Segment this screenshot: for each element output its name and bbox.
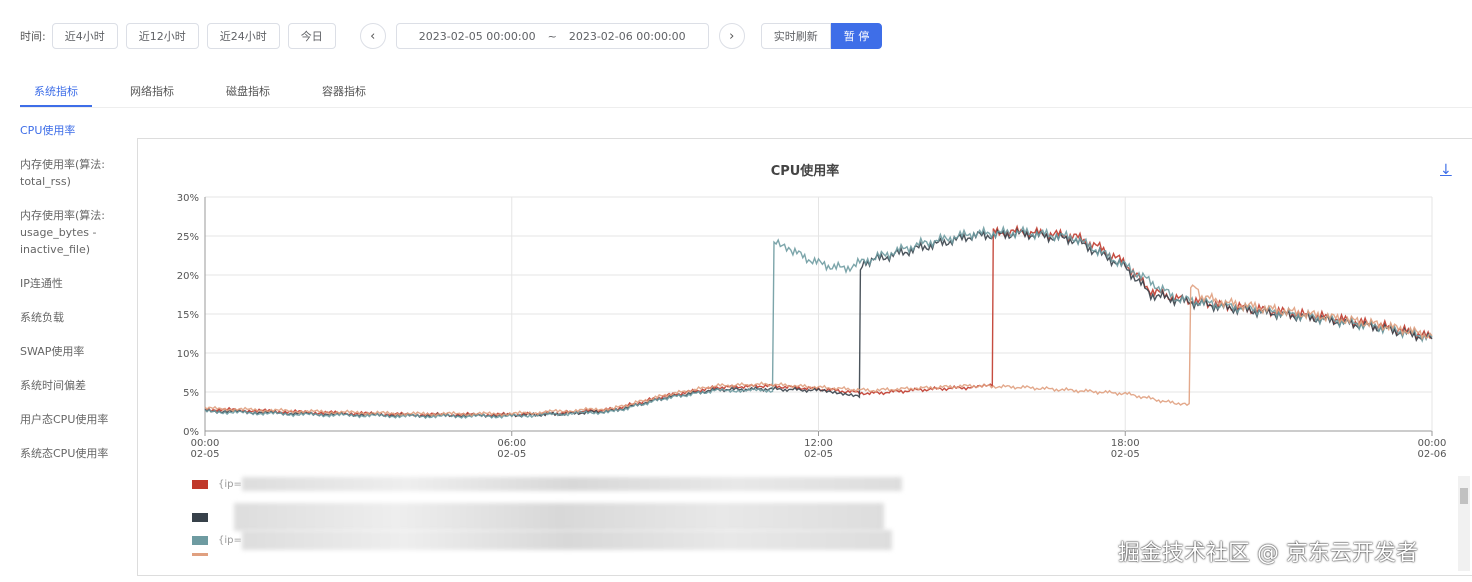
legend-label: {ip= [218, 478, 242, 490]
legend-swatch [192, 535, 208, 545]
chevron-right-icon[interactable]: › [718, 23, 745, 49]
sidebar-item-mem-rss[interactable]: 内存使用率(算法: total_rss) [20, 158, 105, 188]
tab-container[interactable]: 容器指标 [322, 85, 366, 98]
sidebar-item-swap[interactable]: SWAP使用率 [20, 345, 85, 358]
redacted-text [234, 503, 884, 531]
sidebar-item-ip[interactable]: IP连通性 [20, 277, 63, 290]
metric-sidebar: CPU使用率 内存使用率(算法: total_rss) 内存使用率(算法: us… [20, 122, 130, 479]
time-label: 时间: [20, 30, 46, 43]
sidebar-item-sys-cpu[interactable]: 系统态CPU使用率 [20, 447, 109, 460]
chart-panel [137, 138, 1472, 576]
sidebar-item-user-cpu[interactable]: 用户态CPU使用率 [20, 413, 109, 426]
y-tick-label: 15% [177, 310, 199, 321]
chart-title: CPU使用率 [770, 164, 840, 179]
x-tick-label: 02-05 [1111, 449, 1140, 460]
legend-label: {ip= [218, 534, 242, 546]
y-tick-label: 0% [183, 427, 199, 438]
cpu-chart: 0%5%10%15%20%25%30%00:0002-0506:0002-051… [177, 193, 1447, 460]
legend-swatch [192, 512, 208, 522]
download-icon[interactable]: ↓ [1440, 162, 1452, 178]
y-tick-label: 20% [177, 271, 199, 282]
x-tick-label: 06:00 [497, 438, 526, 449]
x-tick-label: 00:00 [191, 438, 220, 449]
legend-item[interactable] [192, 503, 884, 531]
today-button[interactable]: 今日 [287, 23, 336, 49]
refresh-toggle: 实时刷新 暂 停 [760, 23, 883, 49]
y-tick-label: 10% [177, 349, 199, 360]
last-12h-button[interactable]: 近12小时 [125, 23, 199, 49]
legend-item[interactable]: {ip= [192, 530, 892, 550]
legend-item[interactable]: {ip= [192, 477, 902, 491]
x-tick-label: 18:00 [1111, 438, 1140, 449]
metric-tabs: 系统指标 网络指标 磁盘指标 容器指标 [20, 74, 1472, 108]
x-tick-label: 00:00 [1418, 438, 1447, 449]
last-4h-button[interactable]: 近4小时 [51, 23, 118, 49]
tab-disk[interactable]: 磁盘指标 [226, 85, 270, 98]
legend-swatch [192, 553, 208, 556]
sidebar-item-load[interactable]: 系统负载 [20, 311, 64, 324]
realtime-refresh-button[interactable]: 实时刷新 [760, 23, 831, 49]
series-line-3 [204, 284, 1433, 417]
x-tick-label: 02-05 [497, 449, 526, 460]
x-tick-label: 02-06 [1417, 449, 1446, 460]
y-tick-label: 30% [177, 193, 199, 204]
tab-system[interactable]: 系统指标 [20, 74, 92, 107]
start-date: 2023-02-05 00:00:00 [418, 29, 536, 43]
sidebar-item-cpu[interactable]: CPU使用率 [20, 124, 76, 137]
y-tick-label: 25% [177, 232, 199, 243]
legend-scrollbar[interactable] [1458, 476, 1470, 571]
legend-swatch [192, 479, 208, 489]
series-line-2 [204, 224, 1433, 420]
x-tick-label: 02-05 [190, 449, 219, 460]
pause-button[interactable]: 暂 停 [830, 23, 883, 49]
sidebar-item-mem-usage[interactable]: 内存使用率(算法: usage_bytes - inactive_file) [20, 209, 105, 256]
y-tick-label: 5% [183, 388, 199, 399]
tab-network[interactable]: 网络指标 [130, 85, 174, 98]
x-tick-label: 12:00 [804, 438, 833, 449]
legend-item[interactable] [192, 553, 218, 556]
redacted-text [241, 530, 892, 550]
sidebar-item-time-skew[interactable]: 系统时间偏差 [20, 379, 86, 392]
time-toolbar: 时间: 近4小时 近12小时 近24小时 今日 ‹ 2023-02-05 00:… [20, 23, 883, 49]
last-24h-button[interactable]: 近24小时 [206, 23, 280, 49]
range-separator: ~ [547, 29, 557, 43]
chevron-left-icon[interactable]: ‹ [359, 23, 386, 49]
watermark: 掘金技术社区 @ 京东云开发者 [1118, 541, 1418, 566]
redacted-text [241, 477, 902, 491]
date-range-picker[interactable]: 2023-02-05 00:00:00 ~ 2023-02-06 00:00:0… [395, 23, 709, 49]
x-tick-label: 02-05 [804, 449, 833, 460]
end-date: 2023-02-06 00:00:00 [568, 29, 686, 43]
